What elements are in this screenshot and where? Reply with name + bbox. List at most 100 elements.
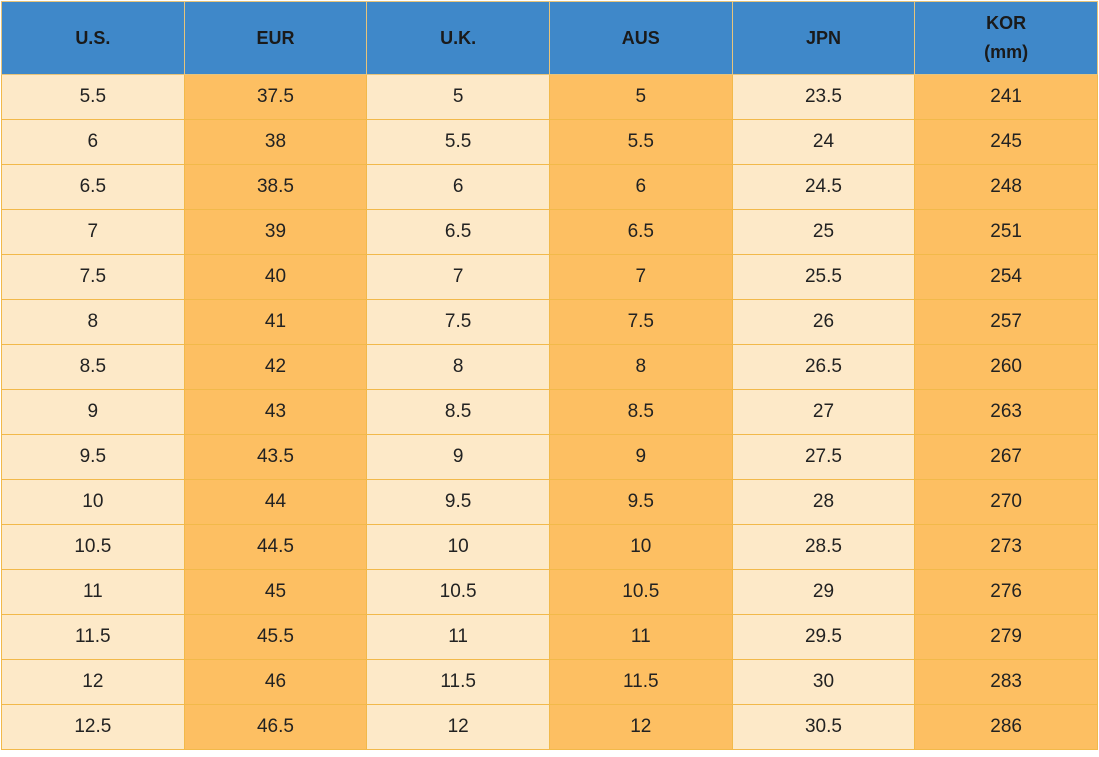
table-row: 10 44 9.5 9.5 28 270 [1, 479, 1098, 525]
table-row: 5.5 37.5 5 5 23.5 241 [1, 74, 1098, 120]
table-cell: 8 [1, 299, 185, 345]
table-cell: 10 [366, 524, 550, 570]
table-cell: 40 [183, 254, 368, 300]
column-header: EUR [183, 1, 368, 75]
table-cell: 44.5 [183, 524, 368, 570]
table-cell: 25.5 [731, 254, 916, 300]
table-cell: 5 [366, 74, 550, 120]
table-cell: 9.5 [366, 479, 550, 525]
table-cell: 45.5 [183, 614, 368, 660]
table-cell: 29.5 [731, 614, 916, 660]
table-cell: 46.5 [183, 704, 368, 750]
table-row: 11.5 45.5 11 11 29.5 279 [1, 614, 1098, 660]
table-cell: 8.5 [548, 389, 733, 435]
table-cell: 44 [183, 479, 368, 525]
table-cell: 9.5 [1, 434, 185, 480]
table-cell: 8 [548, 344, 733, 390]
table-cell: 279 [914, 614, 1098, 660]
table-row: 6 38 5.5 5.5 24 245 [1, 119, 1098, 165]
table-cell: 11 [548, 614, 733, 660]
table-cell: 7 [366, 254, 550, 300]
table-row: 7.5 40 7 7 25.5 254 [1, 254, 1098, 300]
table-header: U.S. EUR U.K. AUS JPN KOR (mm) [1, 1, 1098, 75]
table-row: 9.5 43.5 9 9 27.5 267 [1, 434, 1098, 480]
table-cell: 7.5 [366, 299, 550, 345]
table-cell: 6 [548, 164, 733, 210]
table-cell: 11 [1, 569, 185, 615]
table-row: 10.5 44.5 10 10 28.5 273 [1, 524, 1098, 570]
table-cell: 23.5 [731, 74, 916, 120]
table-cell: 257 [914, 299, 1098, 345]
table-cell: 25 [731, 209, 916, 255]
table-cell: 24.5 [731, 164, 916, 210]
table-cell: 7 [548, 254, 733, 300]
table-cell: 6 [366, 164, 550, 210]
table-cell: 30.5 [731, 704, 916, 750]
table-cell: 9 [1, 389, 185, 435]
table-cell: 41 [183, 299, 368, 345]
table-cell: 8.5 [1, 344, 185, 390]
table-cell: 245 [914, 119, 1098, 165]
table-cell: 273 [914, 524, 1098, 570]
column-header: JPN [731, 1, 916, 75]
table-cell: 7.5 [1, 254, 185, 300]
table-cell: 10.5 [1, 524, 185, 570]
table-row: 9 43 8.5 8.5 27 263 [1, 389, 1098, 435]
column-header: KOR (mm) [914, 1, 1098, 75]
table-row: 8 41 7.5 7.5 26 257 [1, 299, 1098, 345]
table-cell: 38 [183, 119, 368, 165]
table-cell: 43 [183, 389, 368, 435]
table-cell: 10 [548, 524, 733, 570]
table-cell: 43.5 [183, 434, 368, 480]
table-cell: 42 [183, 344, 368, 390]
table-row: 11 45 10.5 10.5 29 276 [1, 569, 1098, 615]
header-row: U.S. EUR U.K. AUS JPN KOR (mm) [1, 1, 1098, 75]
table-cell: 5.5 [1, 74, 185, 120]
table-cell: 270 [914, 479, 1098, 525]
table-cell: 29 [731, 569, 916, 615]
table-cell: 9.5 [548, 479, 733, 525]
table-cell: 283 [914, 659, 1098, 705]
table-cell: 45 [183, 569, 368, 615]
table-cell: 6 [1, 119, 185, 165]
table-cell: 8.5 [366, 389, 550, 435]
table-cell: 10.5 [548, 569, 733, 615]
table-cell: 7 [1, 209, 185, 255]
table-cell: 12 [548, 704, 733, 750]
table-row: 7 39 6.5 6.5 25 251 [1, 209, 1098, 255]
table-cell: 11.5 [1, 614, 185, 660]
table-body: 5.5 37.5 5 5 23.5 241 6 38 5.5 5.5 24 245 6.5 38.5 6 6 2… [1, 74, 1098, 750]
table-cell: 37.5 [183, 74, 368, 120]
table-cell: 263 [914, 389, 1098, 435]
table-cell: 39 [183, 209, 368, 255]
table-row: 8.5 42 8 8 26.5 260 [1, 344, 1098, 390]
table-cell: 6.5 [548, 209, 733, 255]
table-cell: 251 [914, 209, 1098, 255]
table-cell: 7.5 [548, 299, 733, 345]
table-cell: 28 [731, 479, 916, 525]
table-cell: 30 [731, 659, 916, 705]
table-cell: 276 [914, 569, 1098, 615]
table-cell: 5 [548, 74, 733, 120]
table-cell: 11.5 [366, 659, 550, 705]
table-cell: 254 [914, 254, 1098, 300]
table-cell: 6.5 [1, 164, 185, 210]
table-cell: 241 [914, 74, 1098, 120]
table-cell: 10 [1, 479, 185, 525]
table-row: 6.5 38.5 6 6 24.5 248 [1, 164, 1098, 210]
table-cell: 8 [366, 344, 550, 390]
table-cell: 248 [914, 164, 1098, 210]
table-cell: 27.5 [731, 434, 916, 480]
table-cell: 5.5 [366, 119, 550, 165]
table-cell: 12 [366, 704, 550, 750]
column-header: AUS [548, 1, 733, 75]
table-row: 12.5 46.5 12 12 30.5 286 [1, 704, 1098, 750]
table-cell: 12 [1, 659, 185, 705]
column-header: U.S. [1, 1, 185, 75]
table-cell: 26.5 [731, 344, 916, 390]
column-header: U.K. [366, 1, 550, 75]
table-cell: 5.5 [548, 119, 733, 165]
table-cell: 6.5 [366, 209, 550, 255]
